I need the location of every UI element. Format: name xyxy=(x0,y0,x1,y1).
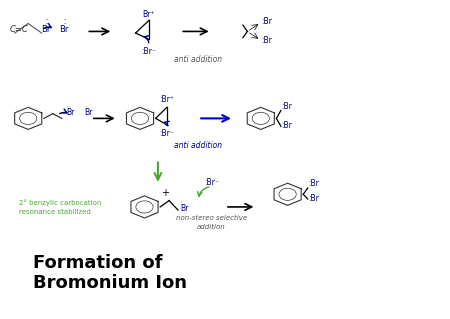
Text: :Br⁺: :Br⁺ xyxy=(159,95,174,104)
Text: :Br⁻: :Br⁻ xyxy=(204,178,219,187)
Text: :Br: :Br xyxy=(308,179,319,189)
Text: :Br: :Br xyxy=(261,18,272,26)
Text: Formation of
Bromonium Ion: Formation of Bromonium Ion xyxy=(33,254,187,292)
Text: ⁚: ⁚ xyxy=(66,106,68,111)
Text: :Br⁻: :Br⁻ xyxy=(159,130,174,138)
Text: non-stereo selective
addition: non-stereo selective addition xyxy=(176,216,247,230)
Text: ⁚: ⁚ xyxy=(63,19,65,25)
Text: :Br: :Br xyxy=(308,194,319,203)
Text: ⁚: ⁚ xyxy=(180,201,182,206)
Text: :Br: :Br xyxy=(261,36,272,45)
Text: anti addition: anti addition xyxy=(174,56,222,64)
Text: C=C: C=C xyxy=(10,25,29,34)
Text: 2° benzylic carbocation
resonance stabilized: 2° benzylic carbocation resonance stabil… xyxy=(19,199,102,215)
Text: +: + xyxy=(161,188,169,198)
Text: Br: Br xyxy=(66,108,75,117)
Text: ⁚: ⁚ xyxy=(84,106,86,111)
Text: Br: Br xyxy=(84,108,93,117)
Text: :Br⁻: :Br⁻ xyxy=(142,47,157,56)
Text: Br: Br xyxy=(180,204,189,213)
Text: :Br: :Br xyxy=(281,121,292,130)
Text: Br: Br xyxy=(59,25,69,34)
Text: anti addition: anti addition xyxy=(174,141,222,150)
Text: :Br: :Br xyxy=(281,102,292,111)
Text: Br⁺: Br⁺ xyxy=(143,10,155,19)
Text: ⁚: ⁚ xyxy=(45,19,47,25)
Text: Br: Br xyxy=(41,25,51,34)
